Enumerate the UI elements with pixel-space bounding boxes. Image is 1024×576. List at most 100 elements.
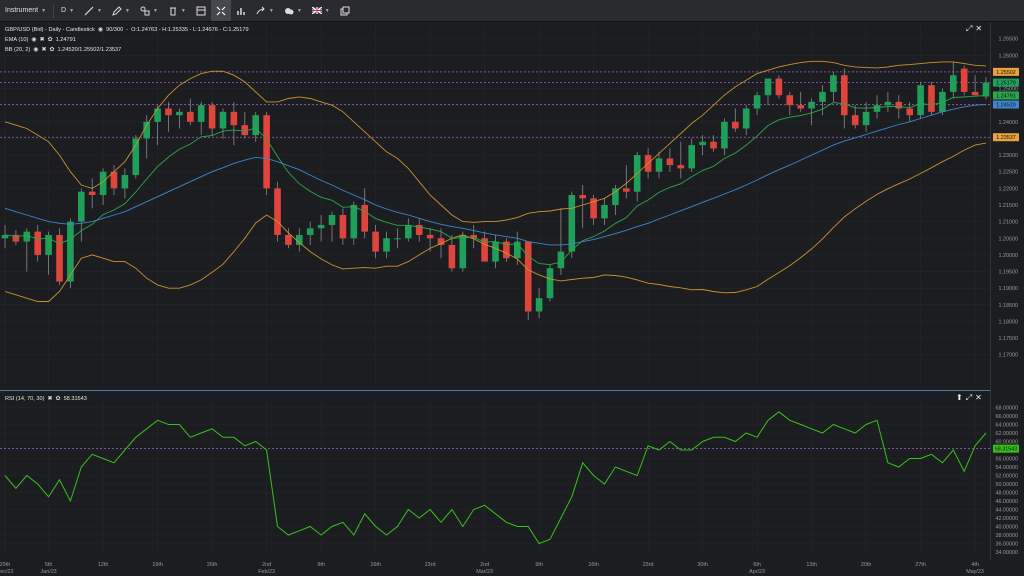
fit-button[interactable] xyxy=(210,0,231,21)
legend-ema: EMA (10) ◉ ✖ ✿ 1.24791 xyxy=(5,36,76,44)
toolbar-divider xyxy=(53,3,55,18)
candle-body xyxy=(753,95,761,109)
delete-icon xyxy=(169,7,176,15)
candle-body xyxy=(78,191,85,222)
expand-icon[interactable]: ⤢ xyxy=(965,393,973,402)
gear-icon[interactable]: ✿ xyxy=(55,396,61,402)
new-window-button[interactable] xyxy=(335,0,355,21)
close-icon[interactable]: ✕ xyxy=(975,24,983,33)
price-tag xyxy=(993,78,1019,87)
candle-body xyxy=(655,158,663,172)
legend-main: GBP/USD (Bid) - Daily - Candlestick ◉ 90… xyxy=(5,26,249,34)
date-label: 16th xyxy=(370,562,381,568)
price-tag xyxy=(993,67,1019,76)
candle-body xyxy=(470,234,477,239)
candle-body xyxy=(394,238,401,240)
close-icon[interactable]: ✕ xyxy=(975,393,982,402)
rsi-tick-label: 64.00000 xyxy=(996,423,1018,429)
candle-body xyxy=(623,188,630,192)
candle-body xyxy=(895,101,903,109)
candle-body xyxy=(350,205,358,239)
price-tick-label: 1.25000 xyxy=(999,87,1019,93)
candle-body xyxy=(23,231,31,242)
candle-body xyxy=(873,105,881,112)
price-tag-label: 1.25179 xyxy=(996,81,1016,87)
candle-body xyxy=(699,141,706,146)
candle-body xyxy=(285,234,292,245)
candle-body xyxy=(121,175,129,189)
indicators-button[interactable] xyxy=(231,0,251,21)
candle-body xyxy=(524,241,532,312)
candle-body xyxy=(884,101,892,106)
delete-button[interactable]: ▼ xyxy=(163,0,191,21)
candle-body xyxy=(437,238,445,245)
gear-icon[interactable]: ✿ xyxy=(49,47,55,53)
candle-body xyxy=(928,85,935,112)
month-label: Dec/22 xyxy=(0,569,14,575)
candle-body xyxy=(862,111,870,126)
instrument-dropdown[interactable]: Instrument ▼ xyxy=(0,0,51,21)
date-label: 2nd xyxy=(480,562,489,568)
close-icon[interactable]: ✖ xyxy=(47,396,53,402)
rsi-tag-label: 58.31543 xyxy=(995,447,1017,453)
indicators-icon xyxy=(237,7,245,15)
candle-body xyxy=(742,108,750,129)
shapes-button[interactable]: ▼ xyxy=(135,0,163,21)
candle-body xyxy=(710,141,717,149)
rsi-tick-label: 42.00000 xyxy=(996,516,1018,522)
eye-icon[interactable]: ◉ xyxy=(97,27,104,33)
candle-body xyxy=(481,238,488,262)
month-label: Feb/23 xyxy=(258,569,275,575)
candle-body xyxy=(34,231,41,255)
candle-body xyxy=(971,91,979,96)
candle-body xyxy=(568,195,576,252)
candle-body xyxy=(688,145,695,169)
month-label: May/23 xyxy=(966,569,984,575)
layout-button[interactable] xyxy=(191,0,211,21)
date-label: 9th xyxy=(535,562,543,568)
candle-body xyxy=(819,91,826,102)
candle-body xyxy=(514,241,521,259)
date-label: 2nd xyxy=(262,562,271,568)
candle-body xyxy=(197,105,205,122)
close-icon[interactable]: ✖ xyxy=(39,37,45,43)
pencil-button[interactable]: ▼ xyxy=(107,0,135,21)
candle-body xyxy=(230,111,238,126)
language-button[interactable]: ▼ xyxy=(307,0,335,21)
share-button[interactable]: ▼ xyxy=(251,0,279,21)
candle-body xyxy=(557,251,565,269)
date-label: 12th xyxy=(98,562,109,568)
rsi-line xyxy=(4,411,987,545)
close-icon[interactable]: ✖ xyxy=(41,47,47,53)
rsi-tag xyxy=(993,444,1019,453)
rsi-tick-label: 34.00000 xyxy=(996,550,1018,556)
rsi-tick-label: 56.00000 xyxy=(996,457,1018,463)
gear-icon[interactable]: ✿ xyxy=(47,37,53,43)
move-up-icon[interactable]: ⬆ xyxy=(956,393,963,402)
expand-icon[interactable]: ⤢ xyxy=(966,24,973,33)
draw-line-button[interactable]: ▼ xyxy=(79,0,107,21)
candle-body xyxy=(361,205,368,232)
date-label: 30th xyxy=(697,562,708,568)
candle-body xyxy=(415,224,423,235)
eye-icon[interactable]: ◉ xyxy=(31,37,37,43)
candle-body xyxy=(448,244,456,269)
price-tag xyxy=(993,133,1019,142)
rsi-pane-controls: ⬆ ⤢ ✕ xyxy=(956,393,982,403)
date-label: 16th xyxy=(588,562,599,568)
legend-bb: BB (20, 2) ◉ ✖ ✿ 1.24520/1.25502/1.23537 xyxy=(5,46,121,54)
main-pane-controls: ⤢ ✕ xyxy=(966,24,982,34)
price-axis xyxy=(991,22,1024,562)
legend-ohlc: O:1.24763 - H:1.25335 - L:1.24676 - C:1.… xyxy=(131,26,249,33)
date-label: 26th xyxy=(207,562,218,568)
ema-line xyxy=(4,95,987,266)
shapes-icon xyxy=(140,6,150,15)
timeframe-dropdown[interactable]: D ▼ xyxy=(56,0,79,21)
rsi-tick-label: 68.00000 xyxy=(996,406,1018,412)
candle-body xyxy=(535,298,543,312)
candle-body xyxy=(797,105,804,109)
eye-icon[interactable]: ◉ xyxy=(33,47,39,53)
candle-body xyxy=(982,82,990,97)
weather-button[interactable]: ▼ xyxy=(279,0,307,21)
